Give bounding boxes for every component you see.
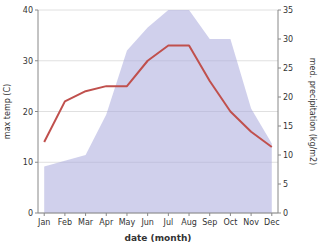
x-tick-label: Apr <box>99 218 114 227</box>
x-tick <box>168 213 169 216</box>
y2-tick-label: 30 <box>283 35 293 44</box>
y-axis-title: max temp (C) <box>3 84 12 139</box>
y-tick <box>35 60 38 61</box>
y-tick <box>35 162 38 163</box>
x-tick <box>209 213 210 216</box>
x-tick-label: Feb <box>58 218 72 227</box>
x-tick-label: May <box>119 218 136 227</box>
y2-axis-line <box>278 10 279 213</box>
grid <box>38 10 278 213</box>
x-axis-title: date (month) <box>125 233 192 243</box>
y2-tick <box>278 10 281 11</box>
y2-tick <box>278 184 281 185</box>
x-tick-label: Mar <box>78 218 94 227</box>
x-tick <box>251 213 252 216</box>
y2-tick-label: 25 <box>283 64 293 73</box>
x-tick <box>85 213 86 216</box>
x-tick-label: Sep <box>202 218 217 227</box>
y2-tick <box>278 68 281 69</box>
y2-tick-label: 5 <box>283 180 288 189</box>
x-tick <box>271 213 272 216</box>
x-tick-label: Aug <box>181 218 197 227</box>
y2-tick-label: 15 <box>283 122 293 131</box>
x-tick-label: Jan <box>37 218 50 227</box>
grid-line <box>38 10 278 11</box>
x-tick-label: Jun <box>140 218 154 227</box>
y2-tick-label: 10 <box>283 151 293 160</box>
y-tick <box>35 213 38 214</box>
y2-tick <box>278 39 281 40</box>
y-tick-label: 20 <box>23 108 33 117</box>
x-tick <box>189 213 190 216</box>
x-tick <box>106 213 107 216</box>
y-tick-label: 0 <box>28 209 33 218</box>
x-tick-label: Oct <box>223 218 237 227</box>
x-axis-line <box>38 213 278 214</box>
x-tick-label: Nov <box>243 218 259 227</box>
y-tick <box>35 10 38 11</box>
line <box>44 46 272 147</box>
y2-tick-label: 35 <box>283 6 293 15</box>
x-tick <box>126 213 127 216</box>
chart-svg: Jan Feb Mar Apr May Jun Jul Aug Sep Oct Nov Dec 0 10 2… <box>0 0 318 247</box>
axes: Jan Feb Mar Apr May Jun Jul Aug Sep Oct Nov Dec 0 10 2… <box>23 6 293 227</box>
grid-line <box>38 213 278 214</box>
x-tick-label: Dec <box>264 218 279 227</box>
x-tick-label: Jul <box>163 218 174 227</box>
y2-tick-label: 20 <box>283 93 293 102</box>
y2-tick <box>278 97 281 98</box>
x-tick <box>230 213 231 216</box>
y-tick-label: 10 <box>23 158 33 167</box>
y2-tick <box>278 155 281 156</box>
plot-area <box>44 10 272 213</box>
y-tick-label: 40 <box>23 6 33 15</box>
y2-axis-title: med. precipitation (kg/m2) <box>308 58 317 165</box>
y-tick-label: 30 <box>23 57 33 66</box>
x-tick <box>64 213 65 216</box>
y2-tick <box>278 213 281 214</box>
x-tick <box>44 213 45 216</box>
area <box>44 10 272 213</box>
chart-container: Jan Feb Mar Apr May Jun Jul Aug Sep Oct Nov Dec 0 10 2… <box>0 0 318 247</box>
y2-tick-label: 0 <box>283 209 288 218</box>
x-tick <box>147 213 148 216</box>
y-tick <box>35 111 38 112</box>
y2-tick <box>278 126 281 127</box>
